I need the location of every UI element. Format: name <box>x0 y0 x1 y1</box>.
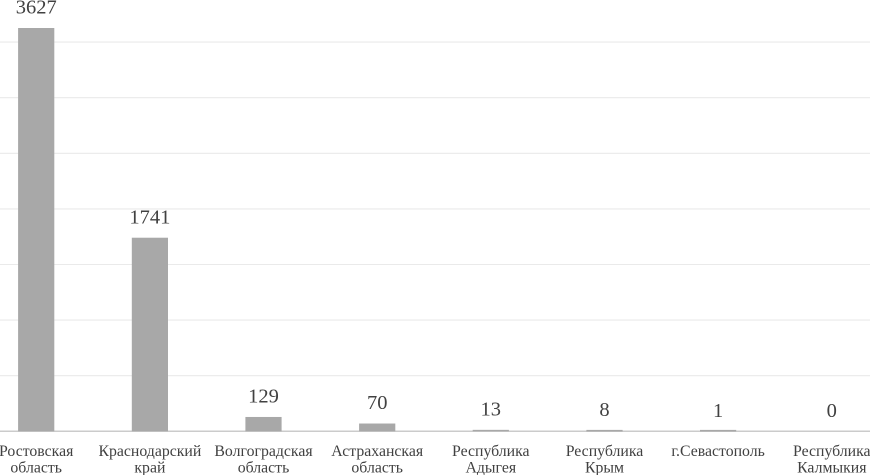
svg-text:1: 1 <box>713 400 723 422</box>
svg-text:Республика: Республика <box>793 443 870 460</box>
svg-text:Ростовская: Ростовская <box>0 443 73 460</box>
svg-text:область: область <box>10 460 62 475</box>
svg-text:13: 13 <box>481 399 502 421</box>
svg-text:70: 70 <box>367 392 388 414</box>
svg-text:Республика: Республика <box>566 443 644 460</box>
svg-text:8: 8 <box>599 399 609 421</box>
svg-text:0: 0 <box>827 400 837 422</box>
svg-text:Волгоградская: Волгоградская <box>214 443 312 460</box>
svg-text:область: область <box>351 460 403 475</box>
svg-text:Астраханская: Астраханская <box>331 443 423 460</box>
svg-text:г.Севастополь: г.Севастополь <box>671 443 765 460</box>
svg-text:129: 129 <box>248 386 279 408</box>
svg-text:Калмыкия: Калмыкия <box>797 460 866 475</box>
svg-text:Крым: Крым <box>585 460 624 475</box>
svg-text:край: край <box>134 460 166 475</box>
svg-text:область: область <box>238 460 290 475</box>
svg-text:3627: 3627 <box>16 0 57 19</box>
svg-text:Краснодарский: Краснодарский <box>98 443 201 460</box>
svg-text:Республика: Республика <box>452 443 530 460</box>
svg-text:1741: 1741 <box>129 206 170 228</box>
svg-text:Адыгея: Адыгея <box>465 460 516 475</box>
